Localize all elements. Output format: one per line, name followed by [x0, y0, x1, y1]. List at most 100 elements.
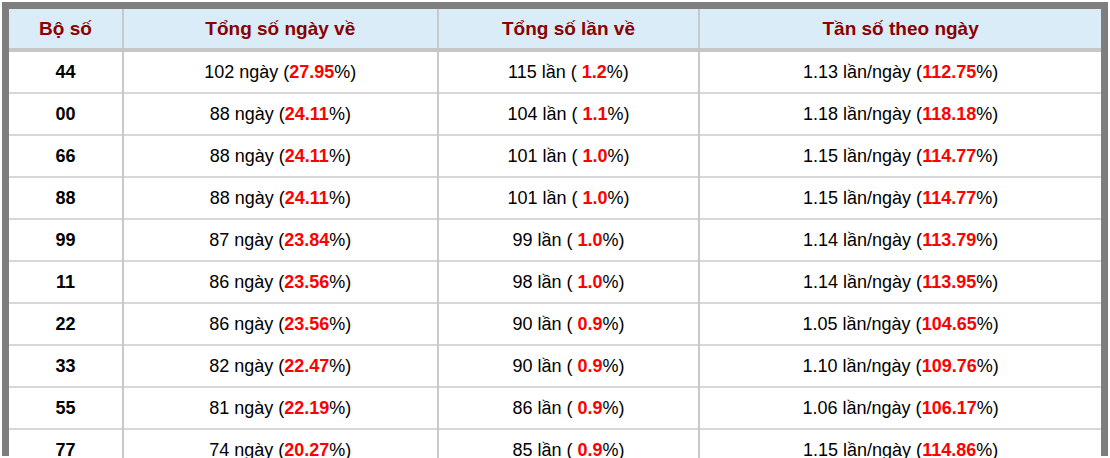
total-days-cell: 88 ngày (24.11%) [123, 177, 438, 219]
percent-highlight: 23.56 [284, 272, 329, 292]
pair-number-cell: 66 [9, 135, 123, 177]
percent-highlight: 104.65 [922, 314, 977, 334]
header-frequency-per-day: Tần số theo ngày [699, 9, 1101, 50]
cell-text: 1.15 lần/ngày ( [803, 440, 922, 458]
total-times-cell: 98 lần ( 1.0%) [438, 261, 700, 303]
total-times-cell: 101 lần ( 1.0%) [438, 135, 700, 177]
total-days-cell: 82 ngày (22.47%) [123, 345, 438, 387]
total-times-cell: 90 lần ( 0.9%) [438, 345, 700, 387]
table-row: 0088 ngày (24.11%)104 lần ( 1.1%)1.18 lầ… [9, 93, 1101, 135]
table-row: 8888 ngày (24.11%)101 lần ( 1.0%)1.15 lầ… [9, 177, 1101, 219]
cell-text: 86 ngày ( [209, 314, 284, 334]
pair-number-cell: 44 [9, 50, 123, 93]
cell-text: 88 ngày ( [210, 188, 285, 208]
cell-text: %) [976, 146, 998, 166]
lottery-stats-table: Bộ số Tổng số ngày về Tổng số lần về Tần… [9, 9, 1101, 458]
percent-highlight: 24.11 [285, 104, 329, 124]
total-days-cell: 88 ngày (24.11%) [123, 93, 438, 135]
percent-highlight: 20.27 [284, 440, 329, 458]
cell-text: 1.14 lần/ngày ( [803, 230, 922, 250]
cell-text: 99 lần ( [512, 230, 577, 250]
cell-text: 1.14 lần/ngày ( [803, 272, 922, 292]
cell-text: %) [976, 440, 998, 458]
cell-text: %) [329, 188, 351, 208]
cell-text: %) [603, 314, 625, 334]
frequency-cell: 1.14 lần/ngày (113.79%) [699, 219, 1101, 261]
percent-highlight: 109.76 [922, 356, 977, 376]
cell-text: %) [329, 146, 351, 166]
frequency-cell: 1.14 lần/ngày (113.95%) [699, 261, 1101, 303]
percent-highlight: 22.47 [284, 356, 329, 376]
frequency-cell: 1.15 lần/ngày (114.77%) [699, 135, 1101, 177]
cell-text: %) [329, 356, 351, 376]
cell-text: 101 lần ( [507, 188, 582, 208]
header-pair-number: Bộ số [9, 9, 123, 50]
cell-text: 115 lần ( [508, 62, 582, 82]
cell-text: 104 lần ( [507, 104, 582, 124]
cell-text: %) [329, 272, 351, 292]
total-days-cell: 87 ngày (23.84%) [123, 219, 438, 261]
frequency-cell: 1.13 lần/ngày (112.75%) [699, 50, 1101, 93]
total-times-cell: 99 lần ( 1.0%) [438, 219, 700, 261]
cell-text: %) [603, 272, 625, 292]
percent-highlight: 114.77 [922, 146, 976, 166]
cell-text: 90 lần ( [512, 356, 577, 376]
table-row: 2286 ngày (23.56%)90 lần ( 0.9%)1.05 lần… [9, 303, 1101, 345]
cell-text: 86 ngày ( [209, 272, 284, 292]
percent-highlight: 27.95 [289, 62, 334, 82]
pair-number-cell: 77 [9, 429, 123, 458]
total-days-cell: 102 ngày (27.95%) [123, 50, 438, 93]
cell-text: %) [607, 62, 629, 82]
percent-highlight: 1.0 [577, 230, 602, 250]
cell-text: 88 ngày ( [210, 104, 285, 124]
cell-text: %) [977, 398, 999, 418]
cell-text: %) [603, 398, 625, 418]
cell-text: 85 lần ( [512, 440, 577, 458]
total-times-cell: 101 lần ( 1.0%) [438, 177, 700, 219]
percent-highlight: 1.0 [582, 188, 607, 208]
total-times-cell: 104 lần ( 1.1%) [438, 93, 700, 135]
cell-text: 90 lần ( [512, 314, 577, 334]
percent-highlight: 118.18 [922, 104, 976, 124]
cell-text: 1.18 lần/ngày ( [803, 104, 922, 124]
frequency-cell: 1.15 lần/ngày (114.77%) [699, 177, 1101, 219]
cell-text: 74 ngày ( [209, 440, 284, 458]
cell-text: %) [329, 398, 351, 418]
pair-number-cell: 22 [9, 303, 123, 345]
frequency-cell: 1.05 lần/ngày (104.65%) [699, 303, 1101, 345]
cell-text: 101 lần ( [507, 146, 582, 166]
total-times-cell: 90 lần ( 0.9%) [438, 303, 700, 345]
cell-text: %) [977, 314, 999, 334]
cell-text: 88 ngày ( [210, 146, 285, 166]
frequency-cell: 1.18 lần/ngày (118.18%) [699, 93, 1101, 135]
total-days-cell: 74 ngày (20.27%) [123, 429, 438, 458]
cell-text: %) [329, 230, 351, 250]
percent-highlight: 24.11 [285, 188, 329, 208]
table-header: Bộ số Tổng số ngày về Tổng số lần về Tần… [9, 9, 1101, 50]
percent-highlight: 24.11 [285, 146, 329, 166]
cell-text: %) [976, 62, 998, 82]
cell-text: %) [334, 62, 356, 82]
pair-number-cell: 88 [9, 177, 123, 219]
percent-highlight: 106.17 [922, 398, 977, 418]
cell-text: %) [329, 104, 351, 124]
percent-highlight: 23.84 [284, 230, 329, 250]
table-row: 9987 ngày (23.84%)99 lần ( 1.0%)1.14 lần… [9, 219, 1101, 261]
cell-text: 82 ngày ( [209, 356, 284, 376]
total-days-cell: 86 ngày (23.56%) [123, 303, 438, 345]
pair-number-cell: 11 [9, 261, 123, 303]
cell-text: 1.06 lần/ngày ( [803, 398, 922, 418]
percent-highlight: 114.77 [922, 188, 976, 208]
table-row: 5581 ngày (22.19%)86 lần ( 0.9%)1.06 lần… [9, 387, 1101, 429]
percent-highlight: 0.9 [577, 356, 602, 376]
table-body: 44102 ngày (27.95%)115 lần ( 1.2%)1.13 l… [9, 50, 1101, 458]
header-total-times: Tổng số lần về [438, 9, 700, 50]
percent-highlight: 1.0 [582, 146, 607, 166]
pair-number-cell: 33 [9, 345, 123, 387]
cell-text: %) [608, 104, 630, 124]
cell-text: 1.10 lần/ngày ( [803, 356, 922, 376]
cell-text: %) [608, 146, 630, 166]
percent-highlight: 112.75 [922, 62, 976, 82]
percent-highlight: 23.56 [284, 314, 329, 334]
stats-table-frame: Bộ số Tổng số ngày về Tổng số lần về Tần… [2, 2, 1108, 456]
